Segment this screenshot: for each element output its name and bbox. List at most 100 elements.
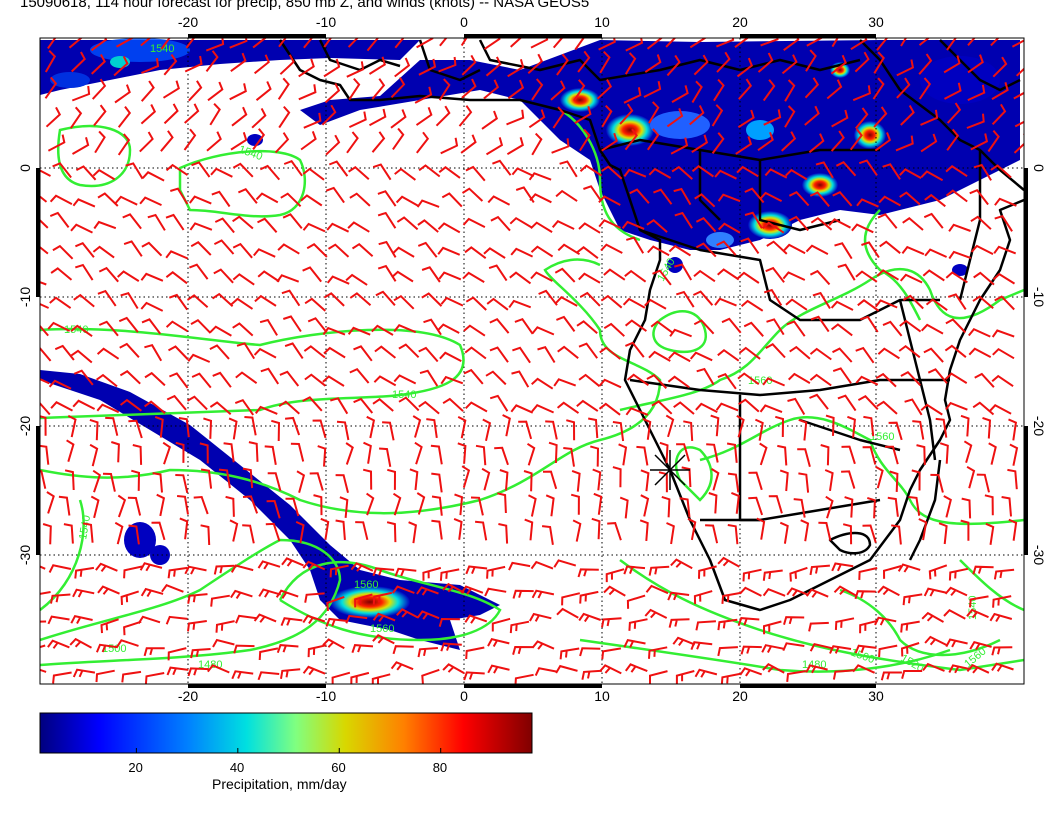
wind-barb: [140, 272, 164, 282]
map-panel: 1540 1540 1540 1540 1540 1560 1560 1560 …: [40, 38, 1024, 684]
wind-barb: [232, 273, 255, 286]
wind-barb: [321, 104, 337, 126]
wind-barb: [625, 341, 645, 358]
wind-barb: [96, 403, 120, 414]
wind-barb: [531, 640, 555, 650]
wind-barb: [809, 564, 830, 576]
wind-barb: [552, 38, 564, 49]
wind-barb: [859, 315, 879, 333]
wind-barb: [918, 38, 931, 46]
wind-barb: [557, 243, 581, 256]
wind-barb: [947, 293, 967, 310]
wind-barb: [457, 442, 467, 464]
wind-barb: [232, 162, 254, 178]
wind-barb: [119, 370, 141, 385]
wind-barb: [787, 397, 806, 416]
wind-barb: [924, 248, 948, 258]
wind-barb: [390, 109, 407, 129]
wind-barb: [765, 343, 786, 359]
wind-barb: [592, 468, 602, 491]
wind-barb: [255, 405, 278, 415]
wind-barb: [485, 370, 507, 386]
wind-barb: [820, 444, 830, 466]
wind-barb: [782, 271, 806, 281]
wind-barb: [601, 617, 622, 628]
wind-barb: [572, 519, 582, 542]
wind-barb: [711, 132, 725, 154]
wind-barb: [483, 79, 500, 100]
wind-barb: [671, 85, 689, 103]
wind-barb: [442, 663, 465, 675]
wind-barb: [280, 668, 301, 679]
wind-barb: [578, 272, 601, 284]
wind-barb: [350, 562, 374, 572]
wind-barb: [577, 50, 591, 73]
wind-barb: [583, 185, 603, 202]
wind-barb: [967, 38, 976, 46]
wind-barb: [234, 398, 255, 416]
wind-barb: [69, 637, 92, 649]
wind-barb: [70, 349, 93, 364]
wind-barb: [73, 293, 95, 308]
wind-barb: [368, 56, 386, 75]
wind-barb: [529, 612, 552, 622]
wind-barb: [160, 38, 171, 50]
lat-label-left: -30: [17, 545, 33, 565]
wind-barb: [167, 566, 188, 579]
wind-barb: [923, 347, 944, 363]
wind-barb: [900, 370, 922, 386]
wind-barb: [416, 586, 439, 596]
wind-barb: [165, 615, 188, 625]
lon-label-bottom: 0: [460, 688, 468, 704]
wind-barb: [366, 492, 375, 516]
wind-barb: [44, 76, 58, 99]
wind-barb: [353, 397, 374, 414]
wind-barb: [531, 326, 555, 336]
wind-barb: [578, 373, 601, 388]
wind-barb: [40, 219, 49, 229]
wind-barb: [990, 164, 1012, 179]
wind-barb: [372, 633, 395, 645]
wind-barb: [717, 222, 741, 234]
wind-barb: [317, 445, 327, 467]
wind-barb: [394, 57, 411, 78]
wind-barb: [257, 671, 280, 681]
wind-barb: [207, 81, 224, 102]
wind-barb: [759, 442, 768, 466]
wind-barb: [75, 165, 97, 181]
wind-barb: [128, 419, 143, 439]
wind-barb: [841, 445, 856, 465]
wind-barb: [419, 369, 439, 387]
wind-barb: [624, 269, 647, 283]
wind-barb: [92, 245, 115, 259]
wind-barb: [325, 617, 348, 627]
wind-barb: [509, 271, 532, 285]
wind-barb: [970, 244, 994, 255]
wind-barb: [640, 469, 650, 492]
wind-barb: [879, 240, 901, 254]
wind-barb: [187, 667, 209, 677]
wind-barb: [414, 86, 433, 104]
wind-barb: [675, 290, 695, 308]
wind-barb: [276, 274, 300, 283]
wind-barb: [487, 637, 510, 647]
wind-barb: [787, 372, 811, 384]
wind-barb: [545, 420, 558, 440]
wind-barb: [710, 468, 720, 491]
wind-barb: [97, 289, 117, 307]
wind-barb: [793, 498, 806, 518]
wind-barb: [348, 166, 370, 180]
wind-barb: [762, 663, 785, 674]
wind-barb: [322, 326, 346, 336]
wind-barb: [612, 421, 625, 442]
wind-barb: [165, 320, 189, 333]
wind-barb: [674, 263, 693, 281]
wind-barb: [485, 137, 504, 156]
wind-barb: [304, 592, 325, 603]
wind-barb: [140, 587, 164, 598]
wind-barb: [692, 290, 714, 306]
wind-barb: [992, 56, 1008, 78]
wind-barb: [968, 347, 992, 358]
wind-barb: [553, 378, 577, 387]
wind-barb: [214, 217, 235, 234]
